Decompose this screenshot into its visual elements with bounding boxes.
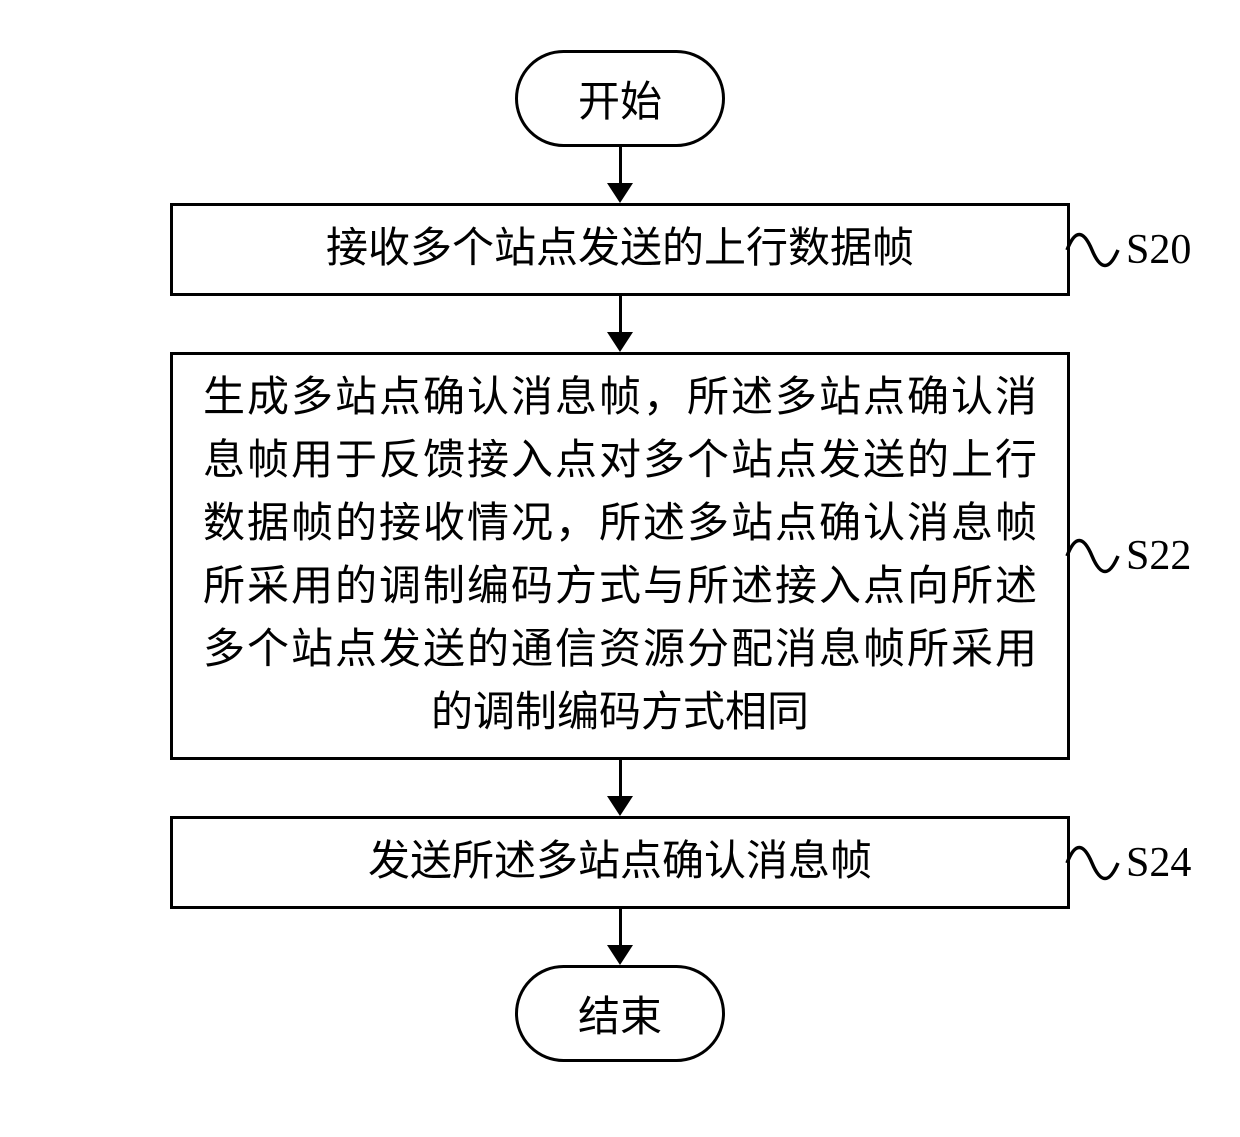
step-label-s24: S24	[1126, 839, 1191, 887]
process-s22: 生成多站点确认消息帧，所述多站点确认消息帧用于反馈接入点对多个站点发送的上行数据…	[170, 352, 1070, 760]
label-s20-wrapper: S20	[1065, 215, 1191, 285]
step-s24-row: 发送所述多站点确认消息帧 S24	[170, 816, 1070, 909]
arrow	[607, 760, 633, 816]
step-s20-row: 接收多个站点发送的上行数据帧 S20	[170, 203, 1070, 296]
flowchart-container: 开始 接收多个站点发送的上行数据帧 S20 生成多站点确认消息帧，所述多站点确认…	[170, 50, 1070, 1062]
step-label-s20: S20	[1126, 226, 1191, 274]
step-s22-row: 生成多站点确认消息帧，所述多站点确认消息帧用于反馈接入点对多个站点发送的上行数据…	[170, 352, 1070, 760]
arrow	[607, 147, 633, 203]
arrow	[607, 296, 633, 352]
process-s24: 发送所述多站点确认消息帧	[170, 816, 1070, 909]
label-s22-wrapper: S22	[1065, 521, 1191, 591]
end-terminal: 结束	[515, 965, 725, 1062]
start-terminal: 开始	[515, 50, 725, 147]
arrow	[607, 909, 633, 965]
step-label-s22: S22	[1126, 532, 1191, 580]
connector-curve-icon	[1065, 215, 1120, 285]
connector-curve-icon	[1065, 828, 1120, 898]
connector-curve-icon	[1065, 521, 1120, 591]
label-s24-wrapper: S24	[1065, 828, 1191, 898]
process-s20: 接收多个站点发送的上行数据帧	[170, 203, 1070, 296]
